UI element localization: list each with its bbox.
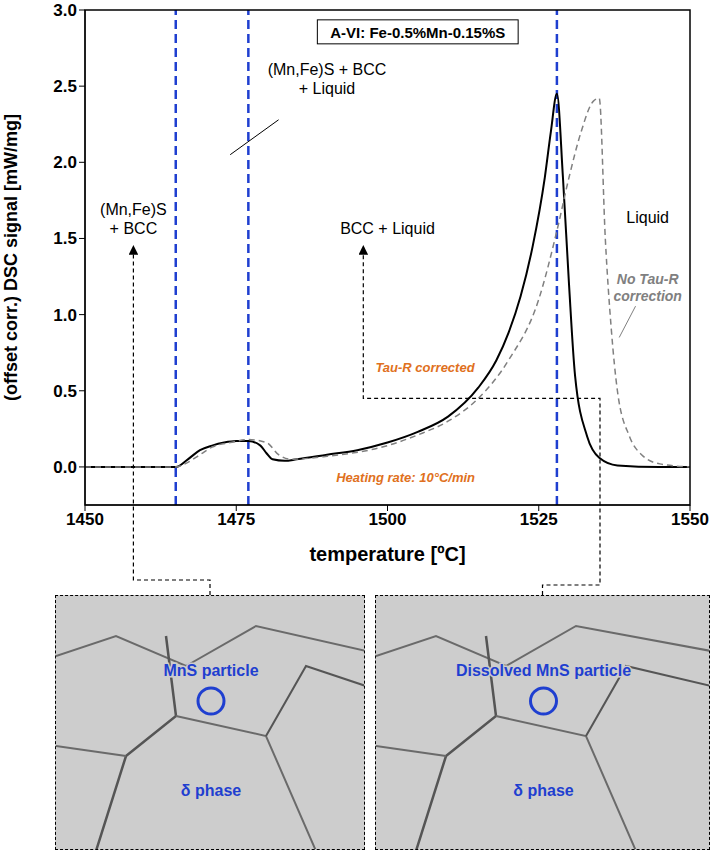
svg-text:δ phase: δ phase xyxy=(513,782,573,799)
svg-text:Liquid: Liquid xyxy=(626,209,669,226)
svg-text:(Mn,Fe)S + BCC+ Liquid: (Mn,Fe)S + BCC+ Liquid xyxy=(268,61,387,97)
svg-text:3.0: 3.0 xyxy=(53,1,77,20)
svg-text:BCC + Liquid: BCC + Liquid xyxy=(340,220,435,237)
svg-text:1.0: 1.0 xyxy=(53,306,77,325)
svg-text:MnS particle: MnS particle xyxy=(163,662,258,679)
svg-text:Dissolved MnS particle: Dissolved MnS particle xyxy=(456,662,631,679)
svg-text:0.5: 0.5 xyxy=(53,382,77,401)
svg-text:1500: 1500 xyxy=(369,510,407,529)
svg-text:temperature [ºC]: temperature [ºC] xyxy=(309,543,465,565)
svg-text:δ phase: δ phase xyxy=(181,782,241,799)
svg-text:2.0: 2.0 xyxy=(53,153,77,172)
svg-text:0.0: 0.0 xyxy=(53,458,77,477)
svg-text:(Mn,Fe)S+ BCC: (Mn,Fe)S+ BCC xyxy=(100,201,167,237)
svg-text:1525: 1525 xyxy=(520,510,558,529)
svg-text:1.5: 1.5 xyxy=(53,229,77,248)
svg-text:(offset corr.) DSC signal [mW/: (offset corr.) DSC signal [mW/mg] xyxy=(1,114,21,401)
svg-text:Heating rate: 10°C/min: Heating rate: 10°C/min xyxy=(336,470,475,485)
svg-text:1550: 1550 xyxy=(671,510,709,529)
svg-text:A-VI: Fe-0.5%Mn-0.15%S: A-VI: Fe-0.5%Mn-0.15%S xyxy=(330,24,505,41)
svg-text:Tau-R corrected: Tau-R corrected xyxy=(375,360,475,375)
svg-text:No Tau-Rcorrection: No Tau-Rcorrection xyxy=(613,271,681,304)
svg-text:1475: 1475 xyxy=(217,510,255,529)
svg-text:2.5: 2.5 xyxy=(53,77,77,96)
svg-text:1450: 1450 xyxy=(66,510,104,529)
